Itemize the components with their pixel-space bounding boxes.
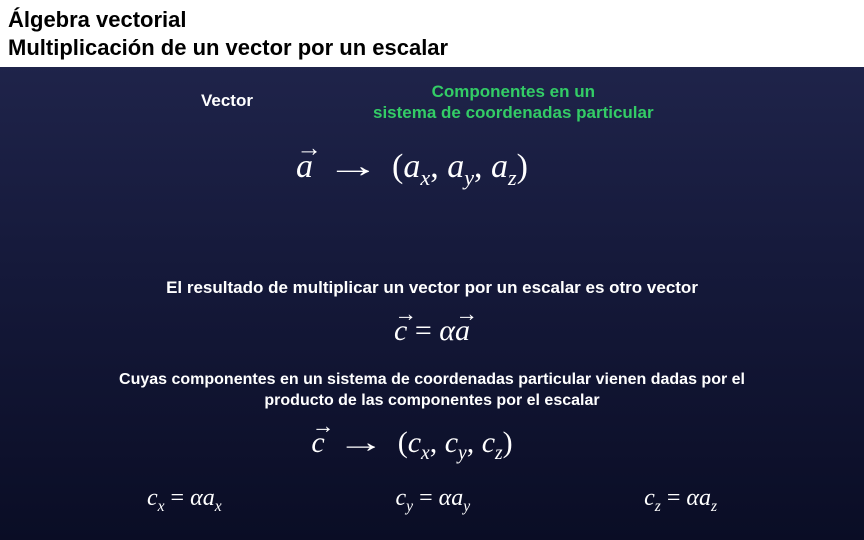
equation-c-components: c → (cx, cy, cz) (0, 426, 864, 465)
equation-c-alpha-a: c = αa (0, 314, 864, 348)
vector-a: a (296, 148, 313, 186)
title-line-1: Álgebra vectorial (8, 6, 856, 34)
equation-row-components: cx = αax cy = αay cz = αaz (0, 485, 864, 516)
vector-c: c (394, 314, 407, 348)
label-components-line1: Componentes en un (432, 82, 595, 101)
body-text-1: El resultado de multiplicar un vector po… (0, 278, 864, 298)
equation-cz: cz = αaz (644, 485, 717, 516)
label-components-line2: sistema de coordenadas particular (373, 103, 654, 122)
labels-row: Vector Componentes en un sistema de coor… (0, 81, 864, 124)
vector-c-2: c (311, 426, 324, 460)
arrow-icon-2: → (337, 426, 385, 460)
label-components: Componentes en un sistema de coordenadas… (373, 81, 654, 124)
vector-a-2: a (455, 314, 470, 348)
label-vector: Vector (201, 91, 253, 124)
body-text-2-line1: Cuyas componentes en un sistema de coord… (119, 371, 745, 388)
title-line-2: Multiplicación de un vector por un escal… (8, 34, 856, 62)
equation-cy: cy = αay (396, 485, 471, 516)
equation-cx: cx = αax (147, 485, 222, 516)
title-block: Álgebra vectorial Multiplicación de un v… (0, 0, 864, 67)
alpha: α (439, 314, 455, 347)
arrow-icon: → (325, 148, 379, 186)
body-text-2: Cuyas componentes en un sistema de coord… (0, 370, 864, 412)
equation-a-components: a → (ax, ay, az) (0, 148, 864, 191)
body-text-2-line2: producto de las componentes por el escal… (264, 392, 599, 409)
